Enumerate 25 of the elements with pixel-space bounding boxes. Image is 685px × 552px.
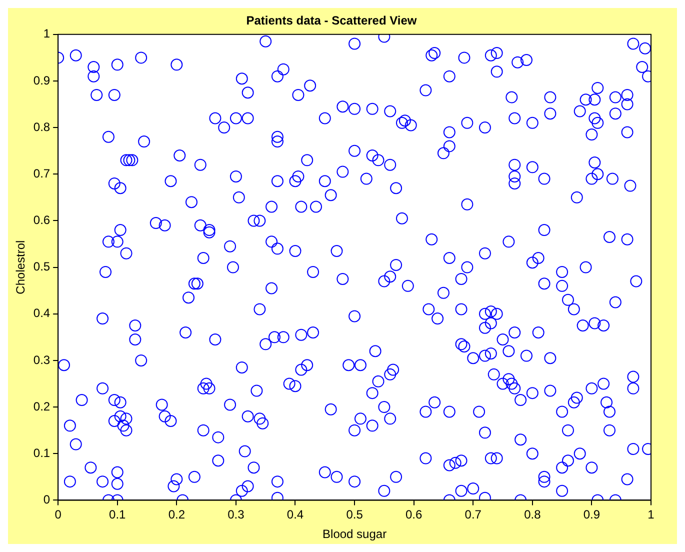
y-tick-label: 0.7 (33, 166, 50, 180)
y-tick-label: 1 (43, 26, 50, 41)
x-tick-label: 0.9 (583, 508, 600, 522)
x-tick-label: 0.8 (524, 508, 542, 522)
y-tick-label: 0.8 (33, 120, 50, 134)
y-tick-label: 0.9 (33, 73, 50, 88)
x-tick-label: 0 (54, 508, 62, 522)
x-tick-label: 0.6 (405, 508, 422, 522)
y-tick-label: 0.5 (33, 260, 50, 274)
y-tick-label: 0.1 (33, 446, 50, 460)
y-tick-label: 0.4 (33, 306, 50, 320)
x-tick-label: 0.3 (228, 508, 245, 522)
y-tick-label: 0 (43, 492, 50, 507)
x-tick-label: 1 (648, 508, 655, 522)
chart-title: Patients data - Scattered View (246, 14, 418, 28)
x-tick-label: 0.1 (109, 508, 126, 522)
y-tick-label: 0.2 (33, 399, 50, 414)
x-tick-label: 0.2 (168, 508, 186, 522)
y-tick-label: 0.3 (33, 352, 50, 367)
x-tick-label: 0.5 (346, 508, 364, 522)
x-tick-label: 0.4 (286, 508, 304, 522)
y-tick-label: 0.6 (33, 213, 50, 228)
y-axis-title: Cholestrol (14, 240, 28, 294)
x-axis-title: Blood sugar (322, 527, 387, 542)
x-tick-label: 0.7 (464, 508, 482, 522)
